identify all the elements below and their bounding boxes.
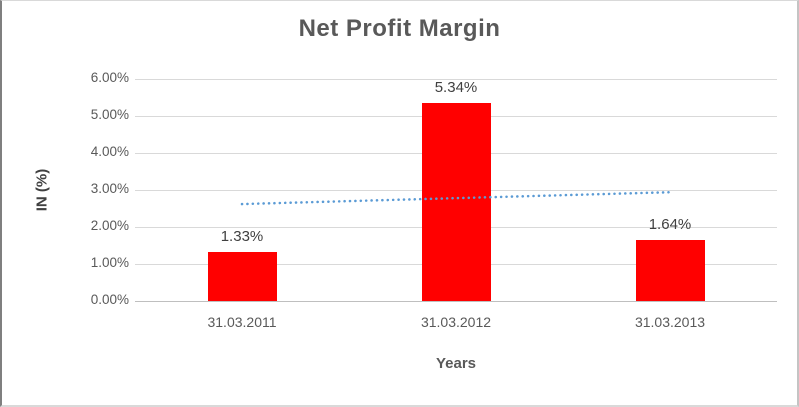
y-axis-tick-label: 0.00%	[90, 292, 129, 307]
chart-title: Net Profit Margin	[298, 15, 501, 42]
y-axis-tick-label: 2.00%	[90, 218, 129, 233]
x-axis-category-label: 31.03.2012	[420, 314, 492, 330]
y-axis-tick-label: 5.00%	[90, 107, 129, 122]
y-axis-tick-label: 3.00%	[90, 181, 129, 196]
y-axis-tick-label: 6.00%	[90, 70, 129, 85]
bar	[207, 251, 277, 301]
y-axis-tick-label: 4.00%	[90, 144, 129, 159]
bar	[635, 240, 705, 301]
gridline	[135, 78, 777, 80]
y-axis-tick-label: 1.00%	[90, 255, 129, 270]
bar-data-label: 5.34%	[434, 79, 478, 97]
x-axis-category-label: 31.03.2011	[207, 314, 277, 330]
x-axis-line	[135, 300, 777, 302]
bar	[421, 103, 491, 301]
x-axis-category-label: 31.03.2013	[634, 314, 706, 330]
bar-data-label: 1.33%	[220, 227, 264, 245]
bar-data-label: 1.64%	[648, 216, 692, 234]
x-axis-title: Years	[435, 355, 477, 372]
